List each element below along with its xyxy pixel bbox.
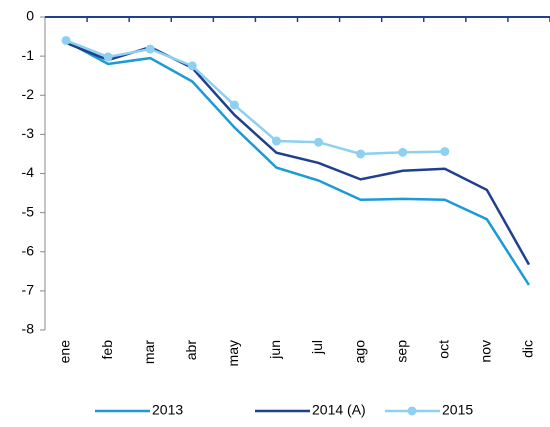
x-tick-label: ene [57, 340, 73, 364]
x-tick-label: jun [267, 340, 283, 360]
y-tick-label: -3 [22, 125, 35, 141]
y-tick-label: -7 [22, 282, 35, 298]
x-tick-label: mar [141, 340, 157, 364]
series-line [65, 41, 531, 266]
point [271, 136, 281, 146]
legend-label: 2015 [442, 402, 473, 418]
y-tick-label: -8 [22, 321, 35, 337]
point [398, 147, 408, 157]
point [61, 35, 71, 45]
point [356, 149, 366, 159]
point [229, 100, 239, 110]
x-tick-label: may [225, 340, 241, 366]
y-tick-label: -2 [22, 86, 35, 102]
y-tick-label: -4 [22, 164, 35, 180]
x-tick-label: oct [435, 340, 451, 359]
series-line [65, 39, 445, 156]
point [103, 52, 113, 62]
x-tick-label: nov [478, 340, 494, 363]
legend-label: 2014 (A) [312, 402, 366, 418]
x-tick-label: jul [309, 340, 325, 355]
point [145, 44, 155, 54]
x-tick-label: dic [520, 340, 536, 358]
x-tick-label: sep [393, 340, 409, 363]
series-line [65, 40, 531, 286]
point [314, 137, 324, 147]
y-tick-label: 0 [26, 8, 34, 24]
point [440, 147, 450, 157]
y-tick-label: -5 [22, 203, 35, 219]
legend-label: 2013 [152, 402, 183, 418]
x-tick-label: feb [99, 340, 115, 360]
legend-marker [407, 406, 417, 416]
y-tick-label: -1 [22, 47, 35, 63]
point [187, 61, 197, 71]
x-tick-label: ago [351, 340, 367, 364]
y-tick-label: -6 [22, 242, 35, 258]
x-tick-label: abr [183, 340, 199, 361]
